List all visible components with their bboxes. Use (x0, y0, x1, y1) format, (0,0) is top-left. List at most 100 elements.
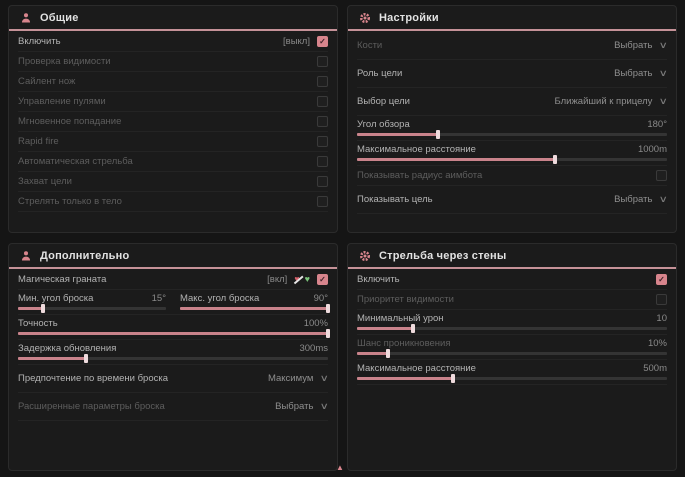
chevron-down-icon: ∨ (659, 68, 669, 78)
accuracy-slider[interactable] (18, 329, 330, 338)
slider-value: 300ms (299, 343, 328, 354)
panel-title: Общие (40, 12, 79, 24)
slider-value: 10 (656, 313, 667, 324)
slider-thumb[interactable] (451, 374, 456, 383)
row-label: Включить (18, 36, 61, 47)
panel-additional-header: Дополнительно (9, 244, 337, 267)
wallbang-enable-checkbox[interactable] (656, 274, 667, 285)
row-throw-time: Предпочтение по времени броска Максимум … (18, 365, 329, 393)
scroll-up-indicator-icon[interactable] (336, 464, 344, 472)
row-label: Мгновенное попадание (18, 116, 122, 127)
chevron-down-icon: ∨ (659, 194, 669, 204)
slider-thumb[interactable] (410, 324, 415, 333)
max-distance-slider[interactable] (357, 155, 667, 164)
slider-value: 10% (647, 338, 667, 349)
chevron-down-icon: ∨ (320, 401, 330, 411)
visibility-check-checkbox[interactable] (317, 56, 328, 67)
slider-thumb[interactable] (84, 354, 89, 363)
panel-settings: Настройки Кости Выбрать ∨ Роль цели Выбр… (347, 5, 677, 233)
panel-wallbang-header: Стрельба через стены (348, 244, 676, 267)
show-target-dropdown[interactable]: Выбрать ∨ (614, 194, 669, 205)
row-silent-knife: Сайлент нож (18, 72, 328, 92)
slider-thumb[interactable] (435, 130, 440, 139)
max-angle-slider[interactable] (180, 304, 330, 313)
advanced-throw-dropdown[interactable]: Выбрать ∨ (275, 401, 330, 412)
row-label: Управление пулями (18, 96, 106, 107)
slider-label: Максимальное расстояние (357, 144, 476, 155)
magic-grenade-checkbox[interactable] (317, 274, 328, 285)
target-lock-checkbox[interactable] (317, 176, 328, 187)
row-label: Автоматическая стрельба (18, 156, 133, 167)
dropdown-value: Ближайший к прицелу (554, 96, 653, 107)
bullet-control-checkbox[interactable] (317, 96, 328, 107)
row-target-select: Выбор цели Ближайший к прицелу ∨ (357, 88, 668, 116)
target-select-dropdown[interactable]: Ближайший к прицелу ∨ (554, 96, 668, 107)
bones-dropdown[interactable]: Выбрать ∨ (614, 40, 669, 51)
min-angle-slider[interactable] (18, 304, 166, 313)
body-only-checkbox[interactable] (317, 196, 328, 207)
dropdown-value: Максимум (267, 373, 314, 384)
chevron-down-icon: ∨ (659, 40, 669, 50)
row-label: Rapid fire (18, 136, 59, 147)
instant-hit-checkbox[interactable] (317, 116, 328, 127)
row-label: Предпочтение по времени броска (18, 373, 168, 384)
row-show-target: Показывать цель Выбрать ∨ (357, 186, 669, 214)
panel-title: Настройки (379, 12, 439, 24)
slider-thumb[interactable] (386, 349, 390, 358)
slider-value: 1000m (637, 144, 667, 155)
header-divider (348, 29, 676, 31)
panel-general: Общие Включить [выкл] Проверка видимости… (8, 5, 338, 233)
panel-wallbang: Стрельба через стены Включить Приоритет … (347, 243, 677, 471)
fov-slider[interactable] (357, 130, 667, 139)
row-label: Стрелять только в тело (18, 196, 122, 207)
row-label: Выбор цели (357, 96, 410, 107)
update-delay-slider[interactable] (18, 354, 328, 363)
row-max-angle: Макс. угол броска 90° (180, 290, 330, 314)
row-show-radius: Показывать радиус аимбота (357, 166, 667, 186)
slider-label: Мин. угол броска (18, 293, 94, 304)
auto-fire-checkbox[interactable] (317, 156, 328, 167)
row-label: Проверка видимости (18, 56, 111, 67)
row-label: Приоритет видимости (357, 294, 454, 305)
slider-thumb[interactable] (553, 155, 558, 164)
enable-checkbox[interactable] (317, 36, 328, 47)
row-label: Магическая граната (18, 274, 107, 285)
slider-value: 100% (303, 318, 328, 329)
rapid-fire-checkbox[interactable] (317, 136, 328, 147)
visibility-priority-checkbox[interactable] (656, 294, 667, 305)
slider-thumb[interactable] (41, 304, 46, 313)
slider-thumb[interactable] (326, 304, 330, 313)
penetration-chance-slider[interactable] (357, 349, 667, 358)
header-divider (9, 29, 337, 31)
dropdown-value: Выбрать (614, 194, 653, 205)
silent-knife-checkbox[interactable] (317, 76, 328, 87)
slider-value: 15° (151, 293, 166, 304)
show-radius-checkbox[interactable] (656, 170, 667, 181)
row-instant-hit: Мгновенное попадание (18, 112, 328, 132)
slider-label: Шанс проникновения (357, 338, 451, 349)
row-label: Роль цели (357, 68, 403, 79)
row-enable: Включить [выкл] (18, 32, 328, 52)
panel-title: Дополнительно (40, 250, 130, 262)
person-icon (20, 12, 32, 24)
header-divider (348, 267, 676, 269)
slider-value: 180° (647, 119, 667, 130)
slider-label: Угол обзора (357, 119, 410, 130)
dropdown-value: Выбрать (614, 68, 653, 79)
row-rapid-fire: Rapid fire (18, 132, 328, 152)
min-damage-slider[interactable] (357, 324, 667, 333)
row-label: Сайлент нож (18, 76, 76, 87)
throw-angle-sliders: Мин. угол броска 15° Макс. угол броска 9… (18, 290, 330, 315)
heart-crossed-icon[interactable]: ♥ (294, 275, 304, 284)
panel-title: Стрельба через стены (379, 250, 507, 262)
row-advanced-throw: Расширенные параметры броска Выбрать ∨ (18, 393, 330, 421)
throw-time-dropdown[interactable]: Максимум ∨ (267, 373, 329, 384)
wallbang-max-distance-slider[interactable] (357, 374, 667, 383)
heart-icon[interactable]: ♥ (304, 274, 310, 284)
row-label: Расширенные параметры броска (18, 401, 165, 412)
slider-thumb[interactable] (326, 329, 330, 338)
row-label: Показывать цель (357, 194, 433, 205)
row-target-role: Роль цели Выбрать ∨ (357, 60, 669, 88)
target-role-dropdown[interactable]: Выбрать ∨ (614, 68, 669, 79)
